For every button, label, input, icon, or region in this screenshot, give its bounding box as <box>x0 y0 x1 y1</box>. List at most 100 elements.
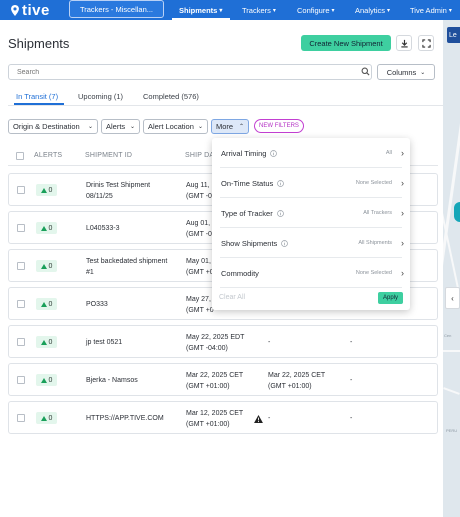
ship-date-cell: Aug 01, (GMT -0 <box>186 218 212 240</box>
row-checkbox[interactable] <box>17 338 25 346</box>
fullscreen-button[interactable] <box>418 35 434 51</box>
chevron-left-icon: ‹ <box>451 293 454 303</box>
table-row[interactable]: 0 Bjerka - Namsos Mar 22, 2025 CET (GMT +… <box>8 363 438 396</box>
shipment-id-line: 08/11/25 <box>86 193 113 200</box>
origin-destination-filter[interactable]: Origin & Destination ⌄ <box>8 119 98 134</box>
table-row[interactable]: 0 jp test 0521 May 22, 2025 EDT (GMT -04:… <box>8 325 438 358</box>
row-checkbox[interactable] <box>17 224 25 232</box>
clear-all-button[interactable]: Clear All <box>219 294 246 301</box>
column-5-cell: - <box>350 339 353 346</box>
filter-label: More <box>216 122 234 131</box>
filter-row-arrival-timing[interactable]: Arrival Timing All › <box>212 138 410 168</box>
map-view[interactable] <box>443 20 460 517</box>
nav-trackers[interactable]: Trackers ▾ <box>242 0 276 20</box>
nav-analytics[interactable]: Analytics ▾ <box>355 0 390 20</box>
columns-dropdown[interactable]: Columns ⌄ <box>377 64 435 80</box>
alert-count: 0 <box>48 224 53 232</box>
ship-date-tz: (GMT -0 <box>186 231 212 238</box>
alert-count: 0 <box>48 262 53 270</box>
filter-row-value: All <box>385 150 392 156</box>
filter-row-label-text: Arrival Timing <box>221 149 267 158</box>
table-row[interactable]: 0 HTTPS://APP.TIVE.COM Mar 12, 2025 CET (… <box>8 401 438 434</box>
chevron-right-icon: › <box>401 178 404 188</box>
info-icon[interactable] <box>281 240 289 247</box>
filter-row-type-of-tracker[interactable]: Type of Tracker All Trackers › <box>212 198 410 228</box>
alert-count: 0 <box>48 414 53 422</box>
alert-triangle-icon <box>40 339 47 345</box>
more-filters-panel: Arrival Timing All › On-Time Status None… <box>212 138 410 310</box>
shipment-id-cell[interactable]: Bjerka - Namsos <box>86 375 138 386</box>
map-legend-button[interactable]: Le <box>447 27 460 43</box>
shipment-id-line: Bjerka - Namsos <box>86 377 138 384</box>
collapse-panel-button[interactable]: ‹ <box>445 287 460 309</box>
alert-triangle-icon <box>40 187 47 193</box>
filter-row-commodity[interactable]: Commodity None Selected › <box>212 258 410 288</box>
filter-row-label-text: On-Time Status <box>221 179 274 188</box>
ship-date-tz: (GMT -0 <box>186 193 212 200</box>
shipment-id-line: HTTPS://APP.TIVE.COM <box>86 415 164 422</box>
shipment-id-cell[interactable]: Drinis Test Shipment 08/11/25 <box>86 180 150 202</box>
chevron-down-icon: ⌄ <box>87 124 93 130</box>
filter-row-show-shipments[interactable]: Show Shipments All Shipments › <box>212 228 410 258</box>
apply-button[interactable]: Apply <box>378 292 403 304</box>
alerts-filter[interactable]: Alerts ⌄ <box>101 119 140 134</box>
row-checkbox[interactable] <box>17 300 25 308</box>
column-header-ship-date[interactable]: SHIP DA <box>185 152 215 159</box>
filter-row-on-time-status[interactable]: On-Time Status None Selected › <box>212 168 410 198</box>
create-new-shipment-button[interactable]: Create New Shipment <box>301 35 391 51</box>
info-icon[interactable] <box>276 210 284 217</box>
filter-row-label: Arrival Timing <box>221 149 278 158</box>
column-header-shipment-id[interactable]: SHIPMENT ID <box>85 152 133 159</box>
row-checkbox[interactable] <box>17 262 25 270</box>
shipment-id-cell[interactable]: PO333 <box>86 299 108 310</box>
tab-upcoming[interactable]: Upcoming (1) <box>78 92 124 101</box>
nav-shipments[interactable]: Shipments ▾ <box>179 0 222 20</box>
tracker-group-selector[interactable]: Trackers - Miscellan... <box>69 0 164 18</box>
select-all-checkbox[interactable] <box>16 152 24 160</box>
filter-row-label-text: Commodity <box>221 269 259 278</box>
chevron-down-icon: ▾ <box>387 7 391 14</box>
divider <box>220 227 402 228</box>
logo-text: tive <box>22 1 50 19</box>
tab-in-transit[interactable]: In Transit (7) <box>16 92 59 101</box>
shipment-id-cell[interactable]: L040533-3 <box>86 223 119 234</box>
divider <box>220 167 402 168</box>
shipment-id-cell[interactable]: Test backedated shipment #1 <box>86 256 167 278</box>
column-header-alerts[interactable]: ALERTS <box>34 152 63 159</box>
row-checkbox[interactable] <box>17 186 25 194</box>
search-icon[interactable] <box>361 67 370 76</box>
chevron-right-icon: › <box>401 238 404 248</box>
shipment-id-line: Drinis Test Shipment <box>86 182 151 189</box>
row-checkbox[interactable] <box>17 376 25 384</box>
row-checkbox[interactable] <box>17 414 25 422</box>
new-filters-badge[interactable]: NEW FILTERS <box>254 119 304 133</box>
chevron-right-icon: › <box>401 208 404 218</box>
filter-label: Alert Location <box>148 122 194 131</box>
search-input[interactable] <box>8 64 372 80</box>
filter-row-label: Commodity <box>221 269 259 278</box>
alert-count: 0 <box>48 186 53 194</box>
tab-completed[interactable]: Completed (576) <box>143 92 199 101</box>
tive-logo[interactable]: tive <box>11 1 50 19</box>
nav-tive-admin[interactable]: Tive Admin ▾ <box>410 0 452 20</box>
filter-row-value: All Trackers <box>363 210 392 216</box>
warning-icon[interactable] <box>254 415 263 423</box>
more-filters-button[interactable]: More ⌃ <box>211 119 249 134</box>
ship-date-line: May 27, <box>186 296 211 303</box>
filter-label: Origin & Destination <box>13 122 80 131</box>
divider <box>220 197 402 198</box>
alert-location-filter[interactable]: Alert Location ⌄ <box>143 119 208 134</box>
alert-triangle-icon <box>40 415 47 421</box>
info-icon[interactable] <box>277 180 285 187</box>
map-cluster-marker[interactable] <box>454 202 460 222</box>
shipment-id-cell[interactable]: HTTPS://APP.TIVE.COM <box>86 413 164 424</box>
chevron-down-icon: ⌄ <box>197 124 203 130</box>
ship-date-tz: (GMT +01:00) <box>186 421 230 428</box>
nav-configure[interactable]: Configure ▾ <box>297 0 335 20</box>
info-icon[interactable] <box>270 150 278 157</box>
alert-count: 0 <box>48 300 53 308</box>
map-place-label: PERU <box>446 428 458 433</box>
shipment-id-cell[interactable]: jp test 0521 <box>86 337 122 348</box>
download-button[interactable] <box>396 35 412 51</box>
column-4-cell: - <box>268 339 271 346</box>
